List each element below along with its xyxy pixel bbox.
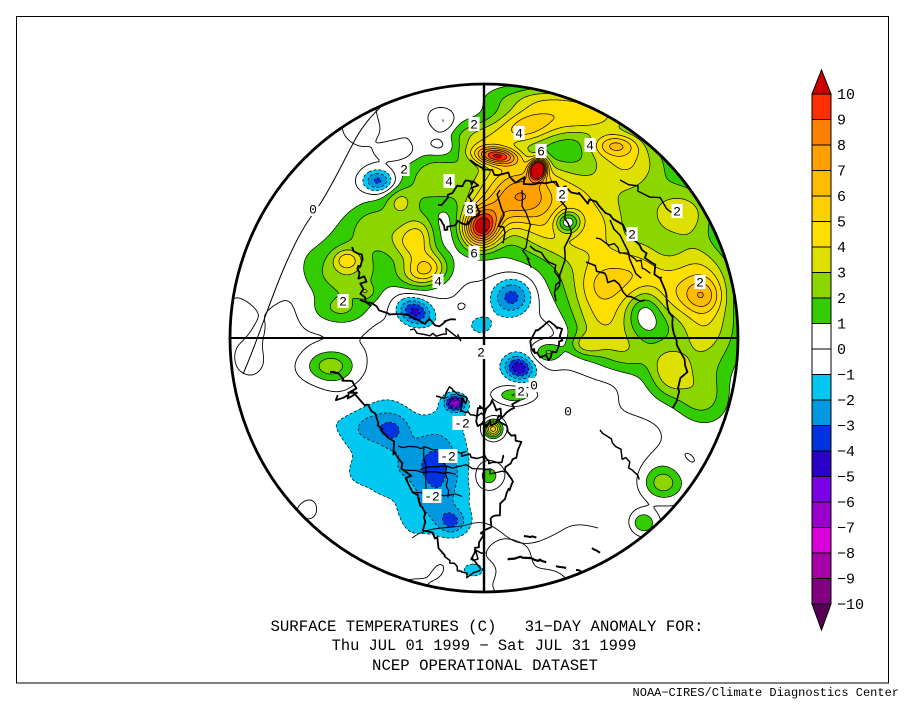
svg-text:8: 8 bbox=[837, 138, 846, 155]
svg-text:7: 7 bbox=[837, 164, 846, 181]
svg-text:6: 6 bbox=[470, 247, 478, 262]
svg-text:2: 2 bbox=[477, 346, 485, 361]
svg-text:−1: −1 bbox=[837, 368, 855, 385]
svg-text:−4: −4 bbox=[837, 444, 855, 461]
svg-text:4: 4 bbox=[434, 275, 442, 290]
svg-text:3: 3 bbox=[837, 266, 846, 283]
svg-text:4: 4 bbox=[515, 127, 523, 142]
svg-text:2: 2 bbox=[470, 118, 478, 133]
svg-text:2: 2 bbox=[837, 291, 846, 308]
svg-text:2: 2 bbox=[558, 188, 566, 203]
svg-text:−6: −6 bbox=[837, 495, 855, 512]
svg-text:2: 2 bbox=[696, 276, 704, 291]
svg-text:4: 4 bbox=[837, 240, 846, 257]
svg-text:6: 6 bbox=[537, 145, 545, 160]
svg-text:Thu JUL 01 1999 − Sat JUL 31 1: Thu JUL 01 1999 − Sat JUL 31 1999 bbox=[332, 637, 637, 655]
svg-text:−7: −7 bbox=[837, 521, 855, 538]
svg-text:2: 2 bbox=[517, 385, 525, 400]
svg-text:-2: -2 bbox=[424, 490, 440, 505]
svg-text:0: 0 bbox=[837, 342, 846, 359]
svg-text:−9: −9 bbox=[837, 572, 855, 589]
svg-text:9: 9 bbox=[837, 113, 846, 130]
svg-text:2: 2 bbox=[628, 228, 636, 243]
svg-text:10: 10 bbox=[837, 87, 855, 104]
svg-text:SURFACE TEMPERATURES (C) 31−: SURFACE TEMPERATURES (C) 31−DAY ANOMALY … bbox=[270, 618, 703, 636]
svg-text:2: 2 bbox=[339, 295, 347, 310]
svg-text:0: 0 bbox=[530, 379, 538, 394]
svg-text:−8: −8 bbox=[837, 546, 855, 563]
svg-text:−2: −2 bbox=[837, 393, 855, 410]
svg-text:8: 8 bbox=[466, 203, 474, 218]
svg-text:NCEP OPERATIONAL DATASET: NCEP OPERATIONAL DATASET bbox=[372, 657, 598, 675]
svg-text:0: 0 bbox=[309, 203, 317, 218]
svg-text:4: 4 bbox=[586, 139, 594, 154]
svg-text:-2: -2 bbox=[454, 417, 470, 432]
svg-text:4: 4 bbox=[445, 175, 453, 190]
svg-text:−10: −10 bbox=[837, 597, 864, 614]
svg-text:6: 6 bbox=[837, 189, 846, 206]
svg-text:NOAA−CIRES/Climate Diagnostics: NOAA−CIRES/Climate Diagnostics Center bbox=[633, 686, 899, 699]
svg-text:-2: -2 bbox=[440, 450, 456, 465]
svg-text:−5: −5 bbox=[837, 470, 855, 487]
svg-text:0: 0 bbox=[564, 405, 572, 420]
svg-text:−3: −3 bbox=[837, 419, 855, 436]
svg-text:2: 2 bbox=[400, 163, 408, 178]
svg-text:5: 5 bbox=[837, 215, 846, 232]
svg-text:1: 1 bbox=[837, 317, 846, 334]
svg-text:2: 2 bbox=[673, 205, 681, 220]
